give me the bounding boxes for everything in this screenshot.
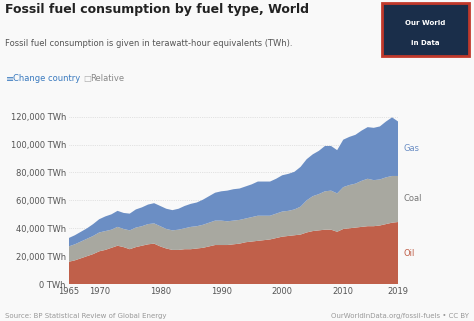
Text: Source: BP Statistical Review of Global Energy: Source: BP Statistical Review of Global … [5, 313, 166, 319]
Text: in Data: in Data [411, 40, 440, 46]
Text: OurWorldInData.org/fossil-fuels • CC BY: OurWorldInData.org/fossil-fuels • CC BY [331, 313, 469, 319]
Text: Change country: Change country [13, 74, 81, 83]
Text: Fossil fuel consumption by fuel type, World: Fossil fuel consumption by fuel type, Wo… [5, 3, 309, 16]
Text: ≡: ≡ [6, 74, 14, 84]
Text: Coal: Coal [403, 195, 421, 204]
Text: Relative: Relative [90, 74, 124, 83]
Text: Oil: Oil [403, 248, 414, 257]
Text: □: □ [83, 74, 91, 83]
FancyBboxPatch shape [382, 3, 469, 56]
Text: Fossil fuel consumption is given in terawatt-hour equivalents (TWh).: Fossil fuel consumption is given in tera… [5, 39, 292, 48]
Text: Gas: Gas [403, 144, 419, 153]
Text: Our World: Our World [405, 20, 446, 26]
